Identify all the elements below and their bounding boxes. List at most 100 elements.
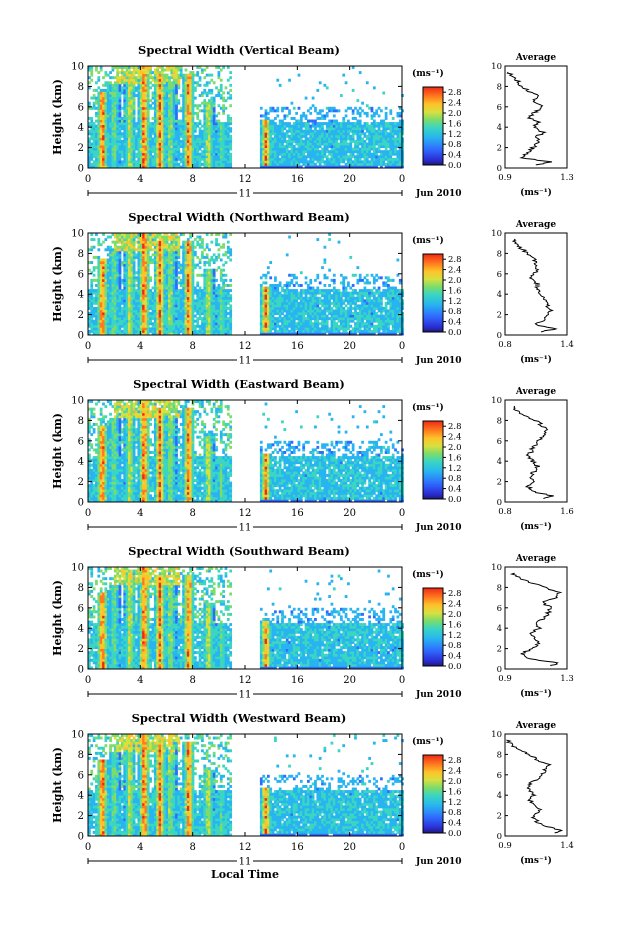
heatmap-cell bbox=[307, 139, 310, 143]
heatmap-cell bbox=[158, 111, 162, 115]
heatmap-cell bbox=[351, 165, 355, 169]
heatmap-cell bbox=[175, 248, 178, 252]
heatmap-cell bbox=[161, 238, 164, 242]
heatmap-cell bbox=[165, 250, 169, 254]
heatmap-cell bbox=[95, 145, 98, 148]
heatmap-cell bbox=[337, 132, 341, 136]
panel-title: Spectral Width (Vertical Beam) bbox=[138, 43, 340, 57]
heatmap-cell bbox=[165, 78, 169, 82]
heatmap-cell bbox=[118, 291, 122, 295]
heatmap-cell bbox=[144, 101, 148, 105]
heatmap-cell bbox=[165, 160, 169, 164]
heatmap-cell bbox=[203, 160, 207, 164]
heatmap-cell bbox=[387, 137, 390, 141]
heatmap-cell bbox=[370, 114, 374, 118]
heatmap-cell bbox=[165, 157, 169, 161]
heatmap-cell bbox=[212, 119, 216, 123]
heatmap-cell bbox=[95, 332, 98, 336]
heatmap-cell bbox=[179, 233, 183, 236]
heatmap-cell bbox=[177, 157, 181, 161]
heatmap-cell bbox=[302, 152, 306, 156]
heatmap-cell bbox=[130, 309, 134, 313]
heatmap-cell bbox=[398, 165, 402, 169]
heatmap-cell bbox=[191, 96, 195, 100]
heatmap-cell bbox=[189, 94, 193, 97]
heatmap-cell bbox=[384, 150, 388, 154]
heatmap-cell bbox=[116, 258, 120, 262]
heatmap-cell bbox=[186, 286, 190, 290]
heatmap-cell bbox=[128, 152, 131, 156]
heatmap-cell bbox=[339, 157, 343, 161]
heatmap-cell bbox=[172, 291, 176, 295]
heatmap-cell bbox=[375, 124, 379, 128]
heatmap-cell bbox=[137, 278, 141, 282]
heatmap-cell bbox=[198, 78, 202, 82]
heatmap-cell bbox=[142, 137, 145, 141]
heatmap-cell bbox=[365, 157, 369, 161]
heatmap-cell bbox=[311, 104, 315, 108]
heatmap-cell bbox=[165, 299, 169, 303]
heatmap-cell bbox=[168, 289, 171, 293]
heatmap-cell bbox=[274, 142, 277, 146]
heatmap-cell bbox=[375, 162, 379, 166]
heatmap-cell bbox=[97, 117, 101, 120]
heatmap-cell bbox=[177, 132, 181, 136]
heatmap-cell bbox=[130, 101, 134, 105]
heatmap-cell bbox=[290, 142, 294, 146]
heatmap-cell bbox=[165, 139, 169, 143]
heatmap-cell bbox=[135, 127, 138, 131]
heatmap-cell bbox=[163, 263, 167, 267]
heatmap-cell bbox=[281, 106, 284, 110]
colorbar-tick-label: 1.6 bbox=[448, 119, 462, 129]
heatmap-cell bbox=[153, 248, 157, 252]
heatmap-cell bbox=[139, 296, 143, 300]
heatmap-cell bbox=[361, 132, 364, 136]
heatmap-cell bbox=[146, 124, 150, 128]
heatmap-cell bbox=[111, 66, 115, 69]
heatmap-cell bbox=[144, 122, 148, 126]
heatmap-cell bbox=[285, 152, 289, 156]
heatmap-cell bbox=[278, 132, 282, 136]
heatmap-cell bbox=[229, 160, 233, 164]
heatmap-cell bbox=[104, 117, 108, 120]
heatmap-cell bbox=[139, 88, 143, 92]
heatmap-cell bbox=[198, 261, 202, 264]
heatmap-cell bbox=[321, 117, 324, 120]
heatmap-cell bbox=[102, 150, 105, 154]
heatmap-cell bbox=[259, 150, 263, 154]
heatmap-cell bbox=[109, 235, 112, 239]
heatmap-cell bbox=[137, 122, 141, 126]
heatmap-cell bbox=[201, 68, 204, 72]
heatmap-cell bbox=[113, 86, 117, 90]
heatmap-cell bbox=[92, 145, 96, 148]
heatmap-cell bbox=[144, 309, 148, 313]
heatmap-cell bbox=[102, 276, 105, 280]
heatmap-cell bbox=[196, 243, 200, 247]
heatmap-cell bbox=[116, 271, 120, 275]
heatmap-cell bbox=[170, 129, 174, 133]
heatmap-cell bbox=[90, 301, 94, 305]
heatmap-cell bbox=[229, 152, 233, 156]
heatmap-cell bbox=[208, 109, 211, 113]
heatmap-cell bbox=[128, 296, 131, 300]
heatmap-cell bbox=[182, 73, 185, 77]
heatmap-cell bbox=[288, 155, 291, 159]
heatmap-cell bbox=[92, 165, 96, 169]
heatmap-cell bbox=[226, 129, 230, 133]
heatmap-cell bbox=[125, 312, 129, 315]
heatmap-cell bbox=[198, 109, 202, 113]
heatmap-cell bbox=[215, 152, 218, 156]
heatmap-cell bbox=[95, 329, 98, 333]
heatmap-cell bbox=[186, 322, 190, 326]
heatmap-cell bbox=[130, 91, 134, 95]
heatmap-cell bbox=[172, 104, 176, 108]
heatmap-cell bbox=[356, 157, 360, 161]
heatmap-cell bbox=[332, 139, 336, 143]
heatmap-cell bbox=[177, 276, 181, 280]
heatmap-cell bbox=[109, 104, 112, 108]
heatmap-cell bbox=[361, 127, 364, 131]
heatmap-cell bbox=[177, 99, 181, 103]
heatmap-cell bbox=[328, 124, 331, 128]
heatmap-cell bbox=[156, 81, 160, 85]
heatmap-cell bbox=[285, 124, 289, 128]
